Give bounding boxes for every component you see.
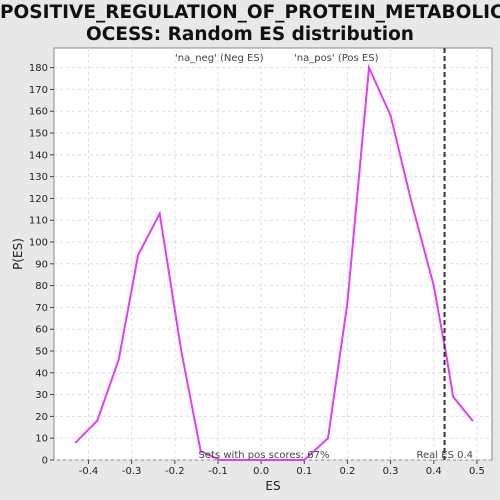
x-tick-label: 0.0 xyxy=(253,466,269,477)
data-point xyxy=(219,459,221,461)
y-tick-label: 90 xyxy=(35,259,48,270)
y-tick-label: 10 xyxy=(35,434,48,445)
data-point xyxy=(137,254,139,256)
x-tick-label: -0.2 xyxy=(165,466,185,477)
data-point xyxy=(471,419,474,422)
y-tick-label: 150 xyxy=(29,129,48,140)
data-point xyxy=(432,284,435,287)
data-point xyxy=(411,204,413,206)
data-point xyxy=(445,356,448,359)
y-tick-label: 20 xyxy=(35,412,48,423)
data-point xyxy=(303,459,306,461)
y-axis-label: P(ES) xyxy=(11,238,25,270)
real-es-label: Real ES 0.4 xyxy=(417,450,473,461)
y-tick-label: 50 xyxy=(35,347,48,358)
y-tick-label: 110 xyxy=(29,216,48,227)
data-point xyxy=(452,395,454,398)
data-point xyxy=(158,212,161,215)
data-point xyxy=(238,459,241,461)
chart-title: POSITIVE_REGULATION_OF_PROTEIN_METABOLIC… xyxy=(0,2,500,45)
legend-pos: 'na_pos' (Pos ES) xyxy=(294,53,379,64)
y-tick-label: 70 xyxy=(35,303,48,314)
data-point xyxy=(180,350,183,352)
x-tick-label: -0.4 xyxy=(79,466,99,477)
y-tick-label: 0 xyxy=(42,456,48,467)
y-tick-label: 100 xyxy=(29,238,48,249)
data-point xyxy=(260,459,262,461)
y-tick-label: 160 xyxy=(29,107,48,118)
x-tick-label: 0.1 xyxy=(296,466,312,477)
x-tick-label: 0.5 xyxy=(469,466,485,477)
y-tick-label: 80 xyxy=(35,281,48,292)
data-point xyxy=(281,459,284,461)
y-tick-label: 30 xyxy=(35,390,48,401)
y-tick-label: 120 xyxy=(29,194,48,205)
grid-lines xyxy=(54,48,492,461)
series-layer xyxy=(74,63,474,461)
x-tick-label: 0.4 xyxy=(426,466,442,477)
data-point xyxy=(368,66,370,69)
data-point xyxy=(346,302,349,304)
y-tick-label: 170 xyxy=(29,85,48,96)
data-point xyxy=(389,114,392,117)
data-point xyxy=(74,441,77,444)
y-tick-label: 60 xyxy=(35,325,48,336)
data-point xyxy=(96,419,98,422)
legend-neg: 'na_neg' (Neg ES) xyxy=(175,53,264,64)
x-tick-label: -0.1 xyxy=(208,466,228,477)
annotation-layer: Real ES 0.4 Sets with pos scores: 67% xyxy=(199,48,473,461)
y-tick-label: 40 xyxy=(35,368,48,379)
y-tick-label: 180 xyxy=(29,63,48,74)
x-tick-label: 0.3 xyxy=(383,466,399,477)
x-tick-label: 0.2 xyxy=(339,466,355,477)
data-point xyxy=(117,358,120,361)
data-point xyxy=(327,437,329,440)
pos-score-annotation: Sets with pos scores: 67% xyxy=(199,450,330,461)
x-tick-label: -0.3 xyxy=(122,466,142,477)
x-axis-label: ES xyxy=(265,479,280,493)
y-tick-label: 140 xyxy=(29,150,48,161)
data-point xyxy=(199,450,202,453)
y-tick-label: 130 xyxy=(29,172,48,183)
axes: 0 10 20 30 40 50 60 70 80 90 100 110 120 130 140 150 160… xyxy=(29,63,485,477)
